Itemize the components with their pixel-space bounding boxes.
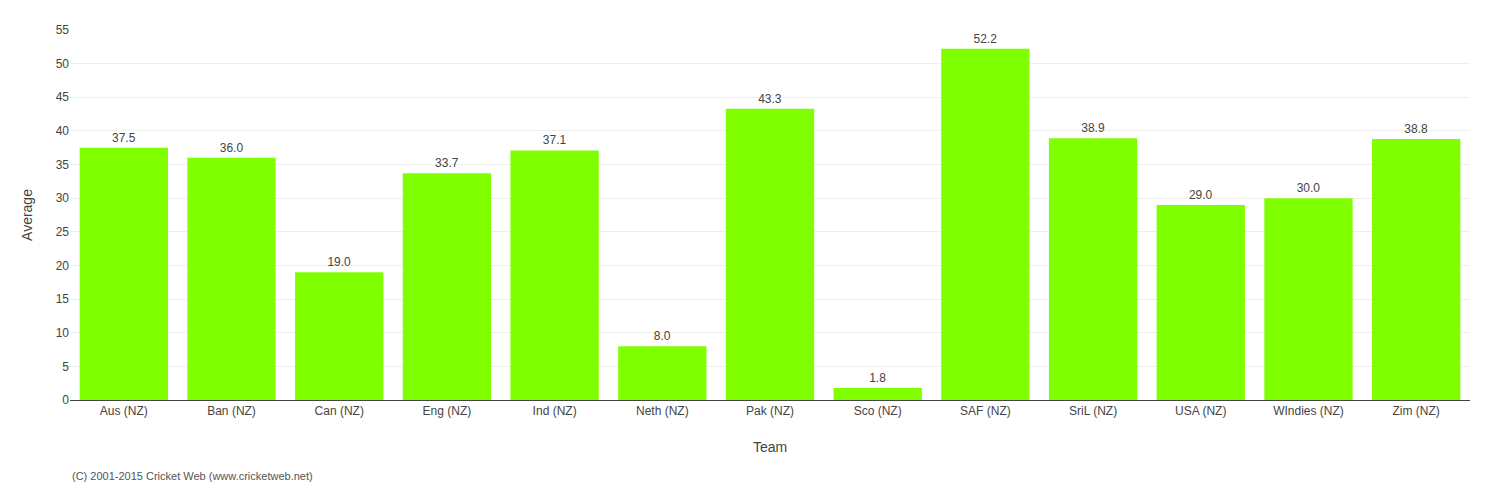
svg-text:36.0: 36.0 — [220, 141, 244, 155]
svg-text:30: 30 — [56, 191, 70, 205]
svg-text:8.0: 8.0 — [654, 329, 671, 343]
svg-text:40: 40 — [56, 124, 70, 138]
svg-text:45: 45 — [56, 90, 70, 104]
svg-text:35: 35 — [56, 158, 70, 172]
svg-text:WIndies (NZ): WIndies (NZ) — [1273, 404, 1344, 418]
svg-text:Aus (NZ): Aus (NZ) — [100, 404, 148, 418]
svg-text:Eng (NZ): Eng (NZ) — [423, 404, 472, 418]
svg-text:Team: Team — [753, 439, 787, 455]
svg-text:15: 15 — [56, 292, 70, 306]
svg-text:Ban (NZ): Ban (NZ) — [207, 404, 256, 418]
svg-text:10: 10 — [56, 326, 70, 340]
svg-text:0: 0 — [62, 393, 69, 407]
svg-text:SriL (NZ): SriL (NZ) — [1069, 404, 1117, 418]
svg-text:20: 20 — [56, 259, 70, 273]
svg-text:Zim (NZ): Zim (NZ) — [1392, 404, 1439, 418]
svg-text:Pak (NZ): Pak (NZ) — [746, 404, 794, 418]
svg-text:USA (NZ): USA (NZ) — [1175, 404, 1226, 418]
svg-text:5: 5 — [62, 360, 69, 374]
svg-text:30.0: 30.0 — [1297, 181, 1321, 195]
svg-text:38.9: 38.9 — [1081, 121, 1105, 135]
svg-text:SAF (NZ): SAF (NZ) — [960, 404, 1011, 418]
svg-text:50: 50 — [56, 57, 70, 71]
svg-text:25: 25 — [56, 225, 70, 239]
svg-text:Average: Average — [19, 189, 35, 241]
svg-text:(C) 2001-2015 Cricket Web (www: (C) 2001-2015 Cricket Web (www.cricketwe… — [72, 470, 313, 482]
svg-text:55: 55 — [56, 23, 70, 37]
svg-text:Ind (NZ): Ind (NZ) — [533, 404, 577, 418]
svg-text:37.5: 37.5 — [112, 131, 136, 145]
svg-text:1.8: 1.8 — [869, 371, 886, 385]
svg-text:Neth (NZ): Neth (NZ) — [636, 404, 689, 418]
svg-text:33.7: 33.7 — [435, 156, 459, 170]
svg-text:29.0: 29.0 — [1189, 188, 1213, 202]
svg-text:52.2: 52.2 — [974, 32, 998, 46]
svg-text:Can (NZ): Can (NZ) — [315, 404, 364, 418]
svg-text:43.3: 43.3 — [758, 92, 782, 106]
svg-text:37.1: 37.1 — [543, 133, 567, 147]
svg-text:19.0: 19.0 — [327, 255, 351, 269]
svg-text:Sco (NZ): Sco (NZ) — [854, 404, 902, 418]
svg-text:38.8: 38.8 — [1404, 122, 1428, 136]
